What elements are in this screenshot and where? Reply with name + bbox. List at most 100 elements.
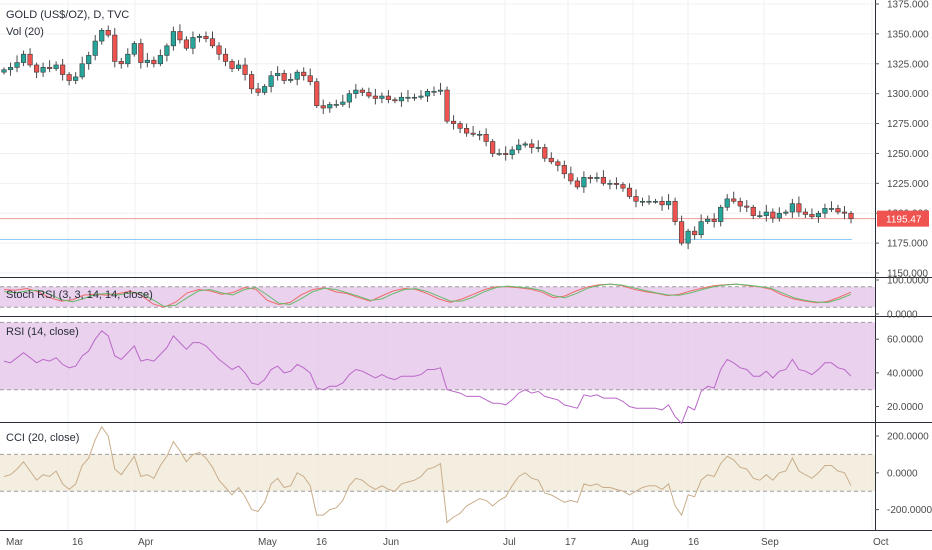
candle[interactable] [705, 215, 711, 224]
candle[interactable] [620, 182, 626, 192]
candle[interactable] [633, 189, 639, 208]
candle[interactable] [27, 48, 33, 68]
candle[interactable] [724, 194, 730, 211]
candle[interactable] [53, 61, 59, 71]
candle[interactable] [841, 206, 848, 220]
candle[interactable] [718, 204, 724, 227]
candle[interactable] [138, 38, 144, 69]
stoch-rsi-pane[interactable]: Stoch RSI (3, 3, 14, 14, close) [0, 283, 875, 308]
candle[interactable] [118, 57, 124, 69]
candle[interactable] [450, 115, 457, 130]
candle[interactable] [574, 177, 580, 190]
candle[interactable] [281, 69, 287, 85]
candle[interactable] [60, 58, 66, 81]
candle[interactable] [424, 88, 431, 103]
indicator-series-line[interactable] [3, 283, 852, 308]
candle[interactable] [639, 197, 646, 207]
candle[interactable] [815, 210, 822, 223]
candle[interactable] [516, 139, 522, 154]
candle[interactable] [73, 72, 79, 85]
candle[interactable] [587, 174, 593, 184]
candle[interactable] [607, 179, 613, 190]
candle[interactable] [509, 146, 515, 160]
candle[interactable] [731, 191, 737, 204]
candle[interactable] [613, 177, 620, 190]
candle[interactable] [796, 196, 802, 217]
candle[interactable] [542, 143, 548, 162]
candle[interactable] [437, 82, 444, 95]
candle[interactable] [652, 198, 659, 204]
candle[interactable] [229, 58, 235, 73]
candle[interactable] [262, 84, 268, 95]
candle[interactable] [346, 90, 352, 109]
candle[interactable] [235, 60, 242, 71]
candle[interactable] [555, 159, 561, 172]
candle[interactable] [750, 204, 756, 220]
candle[interactable] [99, 27, 105, 45]
candle[interactable] [835, 204, 841, 215]
candle[interactable] [483, 128, 489, 147]
candle[interactable] [763, 204, 769, 222]
candle[interactable] [822, 203, 828, 219]
candle[interactable] [711, 213, 717, 228]
candle[interactable] [776, 207, 782, 222]
candle[interactable] [783, 209, 789, 216]
candle[interactable] [105, 25, 111, 38]
candle[interactable] [659, 196, 665, 211]
candle[interactable] [789, 198, 795, 219]
candle[interactable] [405, 90, 411, 103]
candle[interactable] [535, 140, 541, 153]
candle[interactable] [802, 208, 808, 219]
candle[interactable] [665, 194, 672, 210]
candle[interactable] [379, 92, 385, 104]
candle[interactable] [561, 160, 567, 179]
candle[interactable] [222, 48, 229, 67]
candle[interactable] [477, 130, 483, 141]
candle[interactable] [249, 70, 255, 94]
candle[interactable] [359, 87, 365, 97]
candle[interactable] [568, 166, 574, 185]
candle[interactable] [692, 226, 698, 240]
candle[interactable] [157, 49, 163, 67]
candle[interactable] [698, 214, 704, 239]
candle[interactable] [626, 183, 633, 199]
candle[interactable] [14, 55, 20, 73]
candle[interactable] [757, 210, 763, 219]
candle[interactable] [366, 87, 372, 99]
candle[interactable] [496, 148, 502, 156]
candle[interactable] [33, 62, 40, 79]
candle[interactable] [183, 36, 190, 51]
candle[interactable] [646, 195, 652, 205]
candle[interactable] [828, 201, 835, 213]
indicator-series-line[interactable] [3, 283, 852, 308]
candle[interactable] [444, 86, 450, 124]
candle[interactable] [307, 68, 313, 86]
cci-pane[interactable]: CCI (20, close) [0, 425, 875, 524]
candle[interactable] [164, 43, 170, 62]
candle[interactable] [490, 139, 496, 158]
candle[interactable] [744, 200, 750, 213]
candle[interactable] [522, 141, 528, 148]
candle[interactable] [679, 215, 685, 246]
rsi-pane[interactable]: RSI (14, close) [0, 321, 875, 425]
candle[interactable] [242, 57, 248, 81]
indicator-series-line[interactable] [3, 330, 852, 425]
candle[interactable] [268, 70, 274, 93]
candle[interactable] [809, 208, 815, 220]
candle[interactable] [737, 197, 743, 213]
candle[interactable] [470, 125, 476, 137]
candle[interactable] [548, 152, 554, 165]
candle[interactable] [196, 33, 203, 43]
candle[interactable] [125, 48, 131, 68]
candle[interactable] [418, 90, 424, 100]
candle[interactable] [333, 99, 339, 109]
candle[interactable] [398, 92, 405, 107]
indicator-series-line[interactable] [3, 425, 852, 524]
candle[interactable] [288, 73, 294, 83]
candle[interactable] [581, 171, 587, 193]
candle[interactable] [672, 197, 678, 226]
candle[interactable] [411, 93, 418, 101]
candle[interactable] [685, 228, 691, 250]
candle[interactable] [529, 139, 535, 154]
